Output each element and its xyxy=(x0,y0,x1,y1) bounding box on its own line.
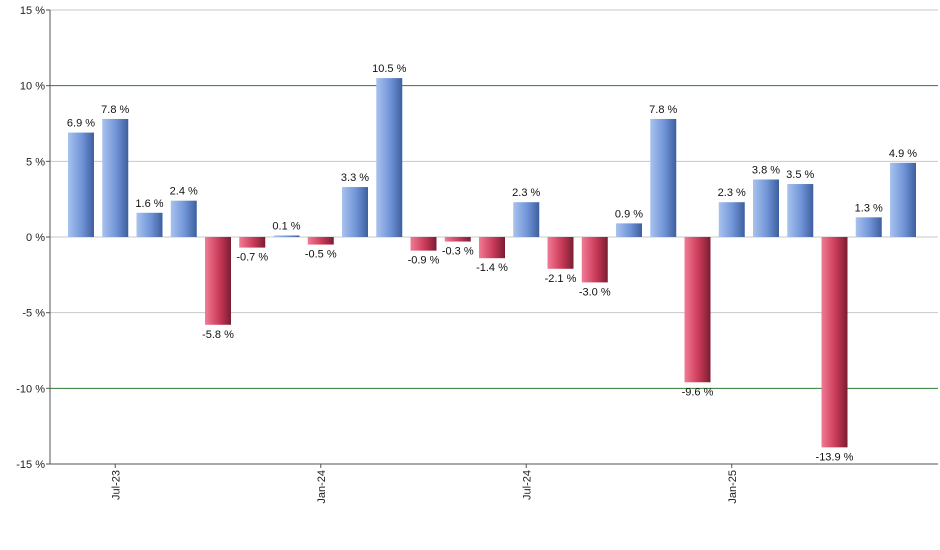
x-tick-label: Jan-24 xyxy=(316,470,328,504)
bar-positive xyxy=(787,184,814,237)
bar-value-label: 7.8 % xyxy=(649,104,677,116)
bar-positive xyxy=(513,202,540,237)
bar-negative xyxy=(684,237,711,383)
bar-value-label: 3.3 % xyxy=(341,172,369,184)
bar-positive xyxy=(753,179,779,237)
bar-positive xyxy=(376,78,403,237)
x-tick-label: Jul-24 xyxy=(521,470,533,500)
bar-value-label: 6.9 % xyxy=(67,118,95,130)
y-tick-label: 15 % xyxy=(20,5,45,17)
bar-negative xyxy=(581,237,608,283)
y-tick-label: 10 % xyxy=(20,81,45,93)
bar-positive xyxy=(890,162,916,237)
bar-positive xyxy=(855,217,882,237)
bar-negative xyxy=(444,237,471,242)
bar-positive xyxy=(68,132,94,237)
y-tick-label: 5 % xyxy=(26,156,45,168)
bars xyxy=(68,78,916,448)
bar-value-label: -0.9 % xyxy=(408,255,440,267)
bar-value-label: 10.5 % xyxy=(372,63,406,75)
bar-value-label: -13.9 % xyxy=(816,451,854,463)
bar-negative xyxy=(307,237,334,245)
bar-value-label: 1.6 % xyxy=(135,198,163,210)
bar-positive xyxy=(650,118,677,237)
bar-value-label: 1.3 % xyxy=(855,202,883,214)
data-labels: 6.9 % 7.8 % 1.6 % 2.4 % -5.8 % -0.7 % 0.1 % -0.… xyxy=(67,63,917,463)
bar-positive xyxy=(616,223,642,237)
bar-value-label: 3.8 % xyxy=(752,164,780,176)
x-tick-label: Jan-25 xyxy=(727,470,739,504)
bar-negative xyxy=(821,237,848,448)
x-axis-labels: Jul-23 Jan-24 Jul-24 Jan-25 xyxy=(110,470,739,504)
axes xyxy=(46,9,938,468)
y-tick-label: -15 % xyxy=(16,459,45,471)
bar-value-label: -0.3 % xyxy=(442,246,474,258)
bar-value-label: 2.3 % xyxy=(512,187,540,199)
bar-positive xyxy=(136,212,163,237)
bar-positive xyxy=(102,118,129,237)
bar-negative xyxy=(410,237,437,251)
bar-value-label: -9.6 % xyxy=(682,386,714,398)
y-tick-label: -5 % xyxy=(22,308,45,320)
y-tick-label: 0 % xyxy=(26,232,45,244)
bar-value-label: -0.7 % xyxy=(236,252,268,264)
bar-positive xyxy=(170,200,197,237)
bar-value-label: 4.9 % xyxy=(889,148,917,160)
bar-value-label: -3.0 % xyxy=(579,286,611,298)
bar-positive xyxy=(718,202,745,237)
bar-value-label: -5.8 % xyxy=(202,329,234,341)
bar-value-label: 3.5 % xyxy=(786,169,814,181)
bar-positive xyxy=(342,187,368,237)
bar-value-label: -0.5 % xyxy=(305,249,337,261)
bar-negative xyxy=(239,237,266,248)
bar-positive xyxy=(273,235,300,237)
bar-negative xyxy=(479,237,505,259)
bar-value-label: 7.8 % xyxy=(101,104,129,116)
bar-value-label: -2.1 % xyxy=(545,273,577,285)
x-tick-label: Jul-23 xyxy=(110,470,122,500)
bar-value-label: 0.9 % xyxy=(615,208,643,220)
bar-value-label: 0.1 % xyxy=(272,220,300,232)
bar-negative xyxy=(205,237,231,325)
bar-negative xyxy=(547,237,574,269)
bar-value-label: 2.4 % xyxy=(170,186,198,198)
bar-value-label: -1.4 % xyxy=(476,262,508,274)
bar-value-label: 2.3 % xyxy=(718,187,746,199)
y-axis-labels: 15 % 10 % 5 % 0 % -5 % -10 % -15 % xyxy=(16,5,45,471)
y-tick-label: -10 % xyxy=(16,383,45,395)
